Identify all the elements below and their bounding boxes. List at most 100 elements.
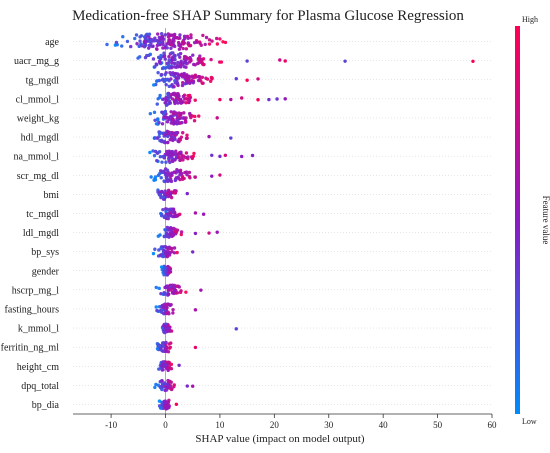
shap-point bbox=[172, 170, 177, 174]
shap-point bbox=[163, 57, 167, 61]
shap-point bbox=[178, 138, 183, 142]
shap-point bbox=[208, 79, 213, 83]
feature-label: cl_mmol_l bbox=[16, 94, 60, 105]
shap-point bbox=[164, 340, 168, 345]
shap-point bbox=[151, 251, 156, 256]
shap-point bbox=[168, 137, 172, 142]
shap-point bbox=[171, 207, 176, 211]
shap-point bbox=[186, 97, 190, 102]
shap-point bbox=[186, 74, 190, 79]
shap-point bbox=[162, 324, 166, 328]
shap-point bbox=[169, 387, 174, 392]
shap-point bbox=[159, 406, 163, 410]
feature-label: fasting_hours bbox=[5, 304, 60, 315]
shap-point bbox=[163, 192, 167, 196]
shap-point bbox=[191, 53, 195, 57]
shap-point bbox=[165, 303, 169, 307]
x-tick-label: 30 bbox=[324, 420, 334, 430]
shap-point bbox=[146, 46, 151, 50]
shap-point bbox=[189, 33, 193, 37]
shap-point bbox=[183, 119, 188, 123]
shap-point bbox=[165, 178, 169, 183]
shap-point bbox=[192, 151, 196, 156]
shap-point bbox=[168, 303, 172, 308]
shap-point bbox=[178, 168, 183, 172]
shap-point bbox=[171, 112, 176, 116]
shap-point bbox=[159, 53, 163, 58]
shap-point bbox=[164, 82, 168, 87]
shap-point bbox=[162, 273, 166, 277]
shap-point bbox=[188, 176, 192, 180]
shap-point bbox=[152, 110, 157, 115]
shap-point bbox=[157, 56, 161, 60]
shap-point bbox=[191, 154, 196, 158]
shap-point bbox=[153, 176, 157, 181]
colorbar bbox=[515, 26, 520, 414]
shap-point bbox=[174, 94, 178, 98]
shap-point bbox=[165, 234, 169, 239]
x-tick-label: 50 bbox=[433, 420, 443, 430]
shap-point bbox=[201, 212, 206, 216]
x-tick-label: -10 bbox=[105, 420, 117, 430]
shap-point bbox=[166, 140, 170, 145]
shap-point bbox=[159, 72, 164, 77]
shap-point bbox=[171, 117, 175, 121]
shap-point bbox=[178, 62, 183, 66]
shap-point bbox=[164, 388, 169, 392]
shap-point bbox=[161, 362, 165, 367]
shap-point bbox=[158, 130, 162, 135]
shap-point bbox=[154, 62, 158, 66]
feature-label: age bbox=[45, 37, 59, 48]
shap-point bbox=[210, 174, 214, 178]
shap-point bbox=[223, 40, 228, 45]
shap-point bbox=[160, 387, 164, 392]
shap-point bbox=[170, 156, 174, 161]
feature-label: weight_kg bbox=[17, 113, 59, 124]
shap-point bbox=[165, 225, 170, 230]
shap-point bbox=[229, 136, 233, 140]
shap-point bbox=[156, 173, 161, 178]
shap-point bbox=[205, 77, 210, 81]
shap-point bbox=[163, 362, 168, 367]
shap-point bbox=[155, 32, 160, 36]
shap-point bbox=[184, 290, 188, 294]
colorbar-low-label: Low bbox=[522, 417, 537, 426]
shap-point bbox=[157, 367, 161, 371]
shap-point bbox=[114, 40, 119, 45]
feature-label: height_cm bbox=[17, 362, 59, 373]
shap-point bbox=[165, 404, 169, 408]
x-tick-label: 20 bbox=[270, 420, 280, 430]
shap-point bbox=[142, 35, 147, 39]
shap-point bbox=[200, 75, 205, 79]
shap-point bbox=[179, 232, 183, 237]
shap-point bbox=[167, 130, 171, 134]
shap-point bbox=[163, 227, 167, 232]
shap-point bbox=[176, 152, 180, 156]
shap-point bbox=[186, 155, 190, 159]
shap-point bbox=[164, 103, 169, 107]
shap-point bbox=[176, 40, 181, 45]
shap-point bbox=[137, 44, 141, 49]
shap-point bbox=[166, 32, 171, 36]
shap-point bbox=[187, 43, 191, 47]
shap-point bbox=[178, 158, 183, 162]
shap-point bbox=[161, 131, 165, 136]
shap-point bbox=[163, 266, 167, 270]
shap-point bbox=[160, 378, 164, 383]
shap-point bbox=[153, 247, 157, 251]
shap-point bbox=[105, 42, 109, 47]
shap-point bbox=[157, 248, 161, 252]
shap-point bbox=[221, 40, 225, 44]
shap-point bbox=[275, 97, 279, 101]
shap-point bbox=[239, 154, 244, 159]
shap-point bbox=[156, 117, 160, 121]
shap-point bbox=[168, 101, 172, 105]
shap-point bbox=[197, 114, 201, 118]
shap-point bbox=[180, 41, 185, 45]
shap-point bbox=[182, 111, 186, 115]
shap-point bbox=[171, 152, 175, 157]
shap-point bbox=[185, 173, 189, 177]
shap-point bbox=[163, 401, 167, 405]
shap-point bbox=[168, 194, 172, 198]
shap-point bbox=[154, 382, 158, 387]
